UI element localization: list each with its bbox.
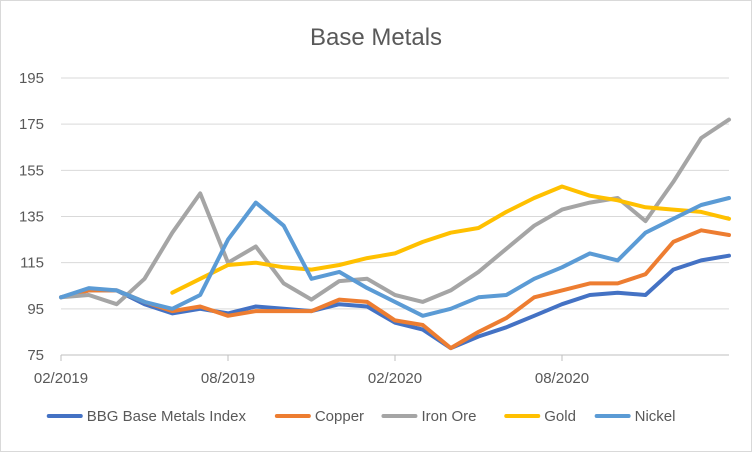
x-tick-label: 08/2019 [201,370,255,387]
x-tick-label: 02/2019 [34,370,88,387]
legend-label-gold: Gold [544,408,576,425]
y-tick-label: 175 [19,116,44,133]
chart-title: Base Metals [310,24,442,51]
legend-label-iron-ore: Iron Ore [421,408,476,425]
series-line-nickel [59,196,731,318]
series-line-gold [170,184,731,295]
y-tick-label: 135 [19,209,44,226]
series-line-iron-ore [59,117,731,307]
y-tick-label: 75 [27,347,44,364]
x-tick-label: 08/2020 [535,370,589,387]
y-tick-label: 115 [20,255,44,272]
legend: BBG Base Metals Index Copper Iron Ore Gold N… [46,408,676,425]
series-lines [59,117,731,351]
x-tick-label: 02/2020 [368,370,422,387]
legend-label-bbg-base-metals-index: BBG Base Metals Index [87,408,247,425]
y-axis-ticks: 75 95 115 135 155 175 195 [19,70,44,364]
series-line-bbg-base-metals-index [59,253,731,351]
series-line-copper [59,228,731,351]
y-tick-label: 95 [27,301,44,318]
y-tick-label: 195 [19,70,44,87]
legend-label-copper: Copper [315,408,364,425]
y-tick-label: 155 [19,162,44,179]
gridlines [61,77,729,356]
x-axis-ticks: 02/2019 08/2019 02/2020 08/2020 [34,355,589,387]
legend-label-nickel: Nickel [635,408,676,425]
